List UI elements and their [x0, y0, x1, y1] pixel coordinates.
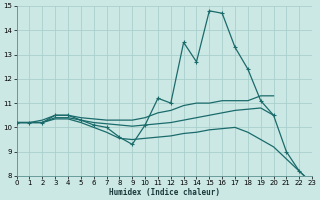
X-axis label: Humidex (Indice chaleur): Humidex (Indice chaleur): [109, 188, 220, 197]
